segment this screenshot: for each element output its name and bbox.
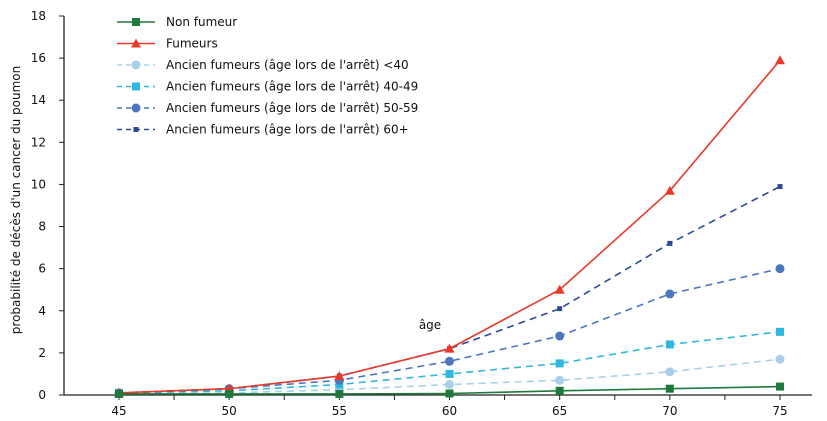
y-tick-label: 2 bbox=[38, 346, 46, 360]
y-tick-label: 6 bbox=[38, 262, 46, 276]
y-tick-label: 10 bbox=[31, 177, 46, 191]
legend-item-1: Fumeurs bbox=[117, 37, 218, 51]
legend-label: Fumeurs bbox=[166, 37, 218, 51]
data-point bbox=[557, 306, 563, 312]
legend-marker bbox=[131, 38, 141, 48]
legend-label: Ancien fumeurs (âge lors de l'arrêt) 60+ bbox=[166, 123, 409, 137]
data-point bbox=[775, 55, 785, 65]
data-point bbox=[776, 382, 784, 391]
legend-item-2: Ancien fumeurs (âge lors de l'arrêt) <40 bbox=[117, 58, 409, 72]
legend-label: Non fumeur bbox=[166, 15, 237, 29]
x-tick-label: 60 bbox=[442, 404, 457, 418]
data-point bbox=[445, 389, 454, 398]
data-point bbox=[665, 289, 675, 299]
y-tick-label: 14 bbox=[31, 93, 46, 107]
data-point bbox=[555, 359, 564, 368]
legend-marker bbox=[131, 103, 141, 113]
x-tick-label: 55 bbox=[332, 404, 347, 418]
axes: 0 2 4 6 8 10 12 14 16 18 45 50 55 60 65 70 75 bbox=[31, 9, 812, 418]
data-point bbox=[665, 384, 674, 393]
legend-item-3: Ancien fumeurs (âge lors de l'arrêt) 40-… bbox=[117, 80, 418, 94]
data-point bbox=[776, 327, 784, 336]
data-point bbox=[445, 379, 454, 389]
series-layer bbox=[114, 55, 785, 399]
legend-marker bbox=[132, 82, 140, 91]
y-tick-label: 18 bbox=[31, 9, 46, 23]
data-point bbox=[665, 340, 674, 349]
data-point bbox=[555, 331, 565, 341]
legend-item-4: Ancien fumeurs (âge lors de l'arrêt) 50-… bbox=[117, 101, 418, 115]
series-1 bbox=[114, 55, 785, 397]
data-point bbox=[445, 369, 454, 378]
legend-label: Ancien fumeurs (âge lors de l'arrêt) <40 bbox=[166, 58, 409, 72]
x-tick-label: 65 bbox=[552, 404, 567, 418]
data-point bbox=[334, 371, 345, 381]
data-point bbox=[445, 356, 454, 366]
x-tick-label: 50 bbox=[222, 404, 237, 418]
legend-marker bbox=[133, 127, 139, 132]
legend-label: Ancien fumeurs (âge lors de l'arrêt) 50-… bbox=[166, 101, 418, 115]
x-tick-label: 45 bbox=[111, 404, 126, 418]
x-tick-label: 75 bbox=[772, 404, 787, 418]
legend-label: Ancien fumeurs (âge lors de l'arrêt) 40-… bbox=[166, 80, 418, 94]
y-tick-label: 8 bbox=[38, 220, 46, 234]
data-point bbox=[225, 389, 234, 398]
y-tick-label: 4 bbox=[38, 304, 46, 318]
data-point bbox=[777, 184, 783, 190]
legend: Non fumeur Fumeurs Ancien fumeurs (âge lor… bbox=[117, 15, 418, 137]
data-point bbox=[664, 185, 675, 195]
data-point bbox=[335, 389, 344, 398]
legend-marker bbox=[131, 60, 141, 70]
legend-item-0: Non fumeur bbox=[117, 15, 237, 29]
data-point bbox=[444, 343, 455, 353]
data-point bbox=[667, 240, 673, 246]
y-axis-label: probabilité de décès d'un cancer du poum… bbox=[9, 66, 23, 334]
age-annotation: âge bbox=[419, 318, 441, 332]
y-tick-label: 0 bbox=[38, 388, 46, 402]
y-tick-label: 12 bbox=[31, 135, 46, 149]
data-point bbox=[775, 354, 785, 364]
x-tick-label: 70 bbox=[662, 404, 677, 418]
y-tick-label: 16 bbox=[31, 51, 46, 65]
series-0 bbox=[115, 382, 784, 398]
data-point bbox=[554, 284, 565, 294]
data-point bbox=[665, 367, 675, 377]
data-point bbox=[115, 389, 123, 398]
data-point bbox=[775, 264, 785, 274]
legend-item-5: Ancien fumeurs (âge lors de l'arrêt) 60+ bbox=[117, 123, 409, 137]
data-point bbox=[555, 375, 565, 385]
legend-marker bbox=[132, 18, 140, 26]
data-point bbox=[555, 386, 564, 395]
